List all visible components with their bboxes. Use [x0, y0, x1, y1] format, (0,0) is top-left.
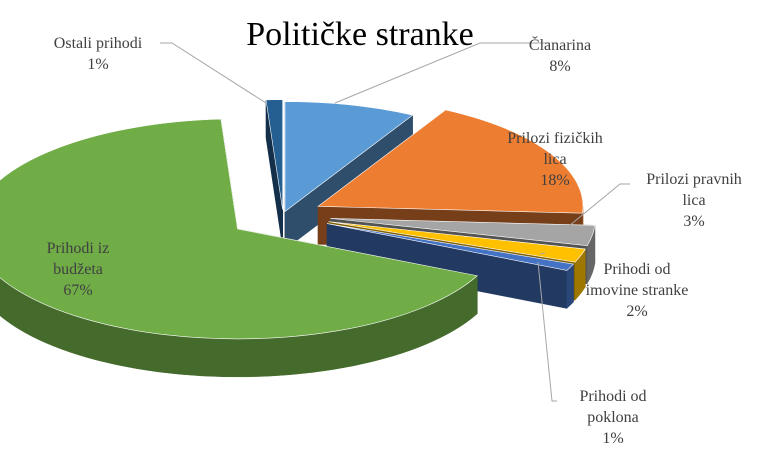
- slice-side: [567, 264, 574, 308]
- slice-label: Prihodi od poklona 1%: [579, 388, 646, 447]
- pie-slices: [0, 100, 595, 377]
- slice-pct: 18%: [540, 172, 569, 189]
- chart-title: Političke stranke: [246, 16, 474, 53]
- slice-label: Ostali prihodi 1%: [54, 35, 143, 73]
- slice-label: Članarina 8%: [529, 35, 591, 75]
- slice-pct: 1%: [87, 56, 108, 73]
- slice-label: Prilozi pravnih lica 3%: [646, 171, 742, 230]
- slice-pct: 3%: [683, 213, 704, 230]
- slice-pct: 1%: [602, 430, 623, 447]
- slice-label: Prihodi od imovine stranke 2%: [586, 261, 689, 320]
- slice-pct: 67%: [63, 282, 92, 299]
- slice-pct: 8%: [549, 58, 570, 75]
- slice-pct: 2%: [626, 303, 647, 320]
